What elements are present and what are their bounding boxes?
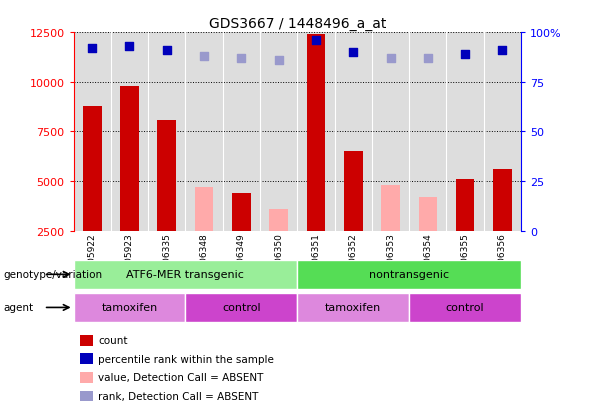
Text: agent: agent	[3, 303, 33, 313]
Bar	[409, 293, 521, 322]
Point	[237, 55, 246, 62]
Point	[274, 57, 284, 64]
Bar	[306, 35, 326, 231]
Point	[124, 44, 134, 50]
Bar	[493, 170, 512, 231]
Text: count: count	[98, 335, 128, 345]
Bar	[74, 260, 297, 289]
Point	[386, 55, 395, 62]
Point	[460, 52, 470, 58]
Title: GDS3667 / 1448496_a_at: GDS3667 / 1448496_a_at	[208, 17, 386, 31]
Text: control: control	[222, 303, 261, 313]
Point	[199, 54, 209, 60]
Bar	[120, 87, 139, 231]
Bar	[74, 293, 185, 322]
Bar	[232, 194, 251, 231]
Bar	[83, 107, 102, 231]
Point	[348, 50, 358, 56]
Point	[311, 38, 321, 44]
Bar	[269, 209, 288, 231]
Text: ATF6-MER transgenic: ATF6-MER transgenic	[126, 270, 245, 280]
Bar	[381, 186, 400, 231]
Bar	[195, 188, 213, 231]
Bar	[158, 120, 176, 231]
Bar	[297, 293, 409, 322]
Text: genotype/variation: genotype/variation	[3, 270, 102, 280]
Bar	[419, 197, 437, 231]
Point	[423, 55, 433, 62]
Bar	[344, 152, 362, 231]
Text: tamoxifen: tamoxifen	[325, 303, 381, 313]
Bar	[185, 293, 297, 322]
Text: control: control	[446, 303, 484, 313]
Text: percentile rank within the sample: percentile rank within the sample	[98, 354, 274, 364]
Point	[87, 45, 97, 52]
Text: rank, Detection Call = ABSENT: rank, Detection Call = ABSENT	[98, 391, 259, 401]
Point	[498, 47, 508, 54]
Bar	[456, 180, 474, 231]
Text: tamoxifen: tamoxifen	[101, 303, 158, 313]
Point	[162, 47, 172, 54]
Text: value, Detection Call = ABSENT: value, Detection Call = ABSENT	[98, 373, 264, 382]
Bar	[297, 260, 521, 289]
Text: nontransgenic: nontransgenic	[369, 270, 449, 280]
